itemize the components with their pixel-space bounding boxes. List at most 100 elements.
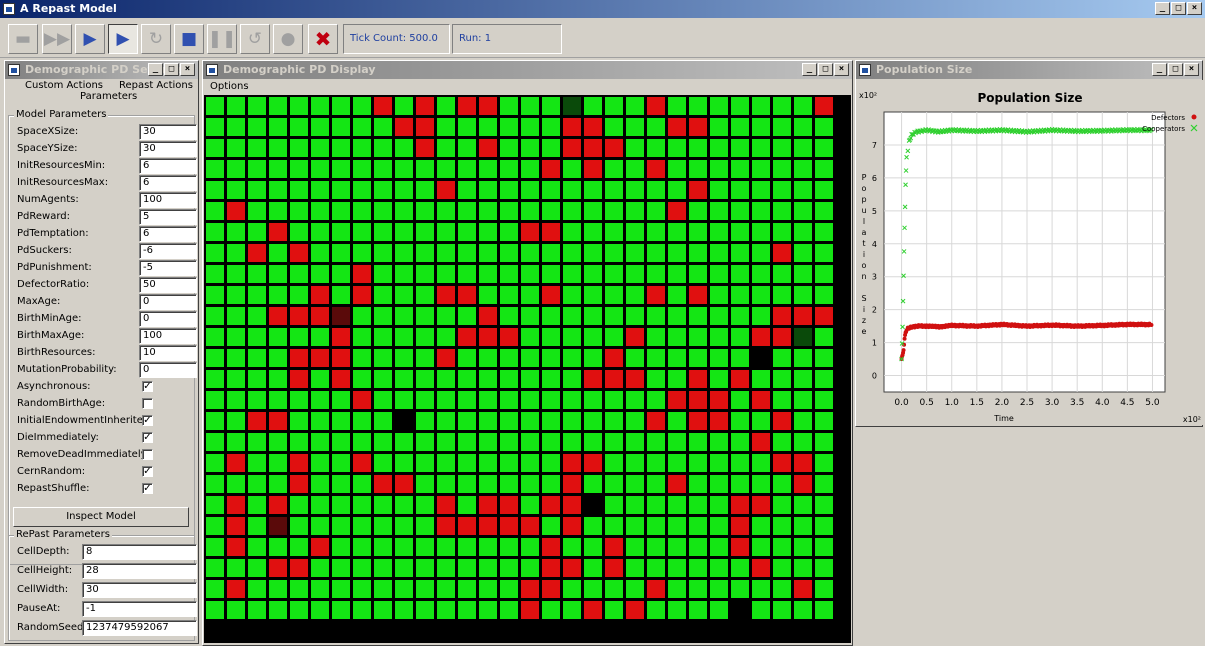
cooperator-cell bbox=[521, 202, 539, 220]
param-input[interactable]: 50 bbox=[139, 277, 197, 293]
plot-area bbox=[883, 111, 1166, 393]
cooperator-cell bbox=[311, 580, 329, 598]
lightbulb-button[interactable]: ● bbox=[273, 24, 303, 54]
maximize-button[interactable]: □ bbox=[1171, 2, 1186, 15]
param-input[interactable]: -5 bbox=[139, 260, 197, 276]
step-button[interactable]: ▶▶ bbox=[42, 24, 72, 54]
checkbox-row: CernRandom: ✓ bbox=[17, 464, 197, 481]
cooperator-cell bbox=[269, 580, 287, 598]
reset-icon: ↻ bbox=[148, 28, 164, 49]
display-maximize-button[interactable]: □ bbox=[818, 63, 833, 76]
repast-param-input[interactable]: 28 bbox=[82, 563, 197, 579]
cooperator-cell bbox=[689, 328, 707, 346]
cooperator-cell bbox=[542, 97, 560, 115]
cooperator-cell bbox=[416, 181, 434, 199]
repast-param-input[interactable]: 8 bbox=[82, 544, 197, 560]
cooperator-cell bbox=[437, 391, 455, 409]
x-tick-label: 3.0 bbox=[1045, 398, 1060, 408]
tab-custom-actions[interactable]: Custom Actions bbox=[25, 80, 104, 91]
cooperator-cell bbox=[563, 202, 581, 220]
param-input[interactable]: 10 bbox=[139, 345, 197, 361]
settings-maximize-button[interactable]: □ bbox=[164, 63, 179, 76]
defector-cell bbox=[563, 454, 581, 472]
refresh-button[interactable]: ↺ bbox=[240, 24, 270, 54]
defector-cell bbox=[416, 139, 434, 157]
param-input[interactable]: 30 bbox=[139, 141, 197, 157]
defector-cell bbox=[710, 391, 728, 409]
series-defectors bbox=[899, 321, 1154, 362]
exit-button[interactable]: ✖ bbox=[308, 24, 338, 54]
tab-parameters[interactable]: Parameters bbox=[80, 91, 138, 102]
param-input[interactable]: 30 bbox=[139, 124, 197, 140]
param-input[interactable]: 0 bbox=[139, 362, 197, 378]
cooperator-cell bbox=[626, 349, 644, 367]
param-input[interactable]: 5 bbox=[139, 209, 197, 225]
repast-param-input[interactable]: 30 bbox=[82, 582, 197, 598]
cooperator-cell bbox=[479, 244, 497, 262]
param-checkbox[interactable]: ✓ bbox=[142, 432, 153, 443]
cooperator-cell bbox=[752, 223, 770, 241]
cooperator-cell bbox=[815, 538, 833, 556]
tab-repast-actions[interactable]: Repast Actions bbox=[119, 80, 193, 91]
cooperator-cell bbox=[353, 223, 371, 241]
cooperator-cell bbox=[605, 118, 623, 136]
cooperator-cell bbox=[584, 181, 602, 199]
population-minimize-button[interactable]: _ bbox=[1152, 63, 1167, 76]
cooperator-cell bbox=[752, 97, 770, 115]
cooperator-cell bbox=[500, 181, 518, 199]
cooperator-cell bbox=[437, 265, 455, 283]
param-checkbox[interactable]: ✓ bbox=[142, 466, 153, 477]
minimize-button[interactable]: _ bbox=[1155, 2, 1170, 15]
start-button[interactable]: ▶ bbox=[75, 24, 105, 54]
settings-minimize-button[interactable]: _ bbox=[148, 63, 163, 76]
repast-param-input[interactable]: -1 bbox=[82, 601, 197, 617]
cooperator-cell bbox=[794, 223, 812, 241]
param-input[interactable]: 100 bbox=[139, 192, 197, 208]
param-checkbox[interactable]: ✓ bbox=[142, 483, 153, 494]
reset-button[interactable]: ↻ bbox=[141, 24, 171, 54]
cooperator-cell bbox=[500, 202, 518, 220]
repast-param-input[interactable]: 1237479592067 bbox=[82, 620, 197, 636]
param-checkbox[interactable] bbox=[142, 449, 153, 460]
options-menu[interactable]: Options bbox=[210, 81, 249, 92]
display-close-button[interactable]: × bbox=[834, 63, 849, 76]
param-input[interactable]: 6 bbox=[139, 175, 197, 191]
step-forward-button[interactable]: ▶ bbox=[108, 24, 138, 54]
cooperator-cell bbox=[437, 139, 455, 157]
param-input[interactable]: 0 bbox=[139, 311, 197, 327]
population-close-button[interactable]: × bbox=[1184, 63, 1199, 76]
defector-cell bbox=[479, 496, 497, 514]
cooperator-cell bbox=[227, 433, 245, 451]
stop-button[interactable]: ■ bbox=[174, 24, 204, 54]
cooperator-cell bbox=[353, 181, 371, 199]
cooperator-cell bbox=[374, 244, 392, 262]
param-checkbox[interactable]: ✓ bbox=[142, 415, 153, 426]
cooperator-cell bbox=[437, 559, 455, 577]
pause-button[interactable]: ❚❚ bbox=[207, 24, 237, 54]
population-maximize-button[interactable]: □ bbox=[1168, 63, 1183, 76]
cooperator-cell bbox=[710, 370, 728, 388]
cooperator-cell bbox=[500, 601, 518, 619]
cooperator-cell bbox=[731, 412, 749, 430]
data-point bbox=[899, 356, 904, 362]
defector-cell bbox=[626, 601, 644, 619]
display-minimize-button[interactable]: _ bbox=[802, 63, 817, 76]
checkbox-row: RandomBirthAge: bbox=[17, 396, 197, 413]
agent-grid[interactable] bbox=[204, 95, 851, 643]
param-input[interactable]: 0 bbox=[139, 294, 197, 310]
cooperator-cell bbox=[647, 475, 665, 493]
setup-button[interactable]: ▬ bbox=[8, 24, 38, 54]
param-checkbox[interactable]: ✓ bbox=[142, 381, 153, 392]
settings-close-button[interactable]: × bbox=[180, 63, 195, 76]
cooperator-cell bbox=[563, 328, 581, 346]
cooperator-cell bbox=[269, 328, 287, 346]
param-input[interactable]: 100 bbox=[139, 328, 197, 344]
close-button[interactable]: × bbox=[1187, 2, 1202, 15]
param-checkbox[interactable] bbox=[142, 398, 153, 409]
param-input[interactable]: 6 bbox=[139, 226, 197, 242]
param-input[interactable]: 6 bbox=[139, 158, 197, 174]
param-label: PdReward: bbox=[17, 211, 70, 222]
cooperator-cell bbox=[500, 97, 518, 115]
param-input[interactable]: -6 bbox=[139, 243, 197, 259]
inspect-model-button[interactable]: Inspect Model bbox=[13, 507, 189, 527]
